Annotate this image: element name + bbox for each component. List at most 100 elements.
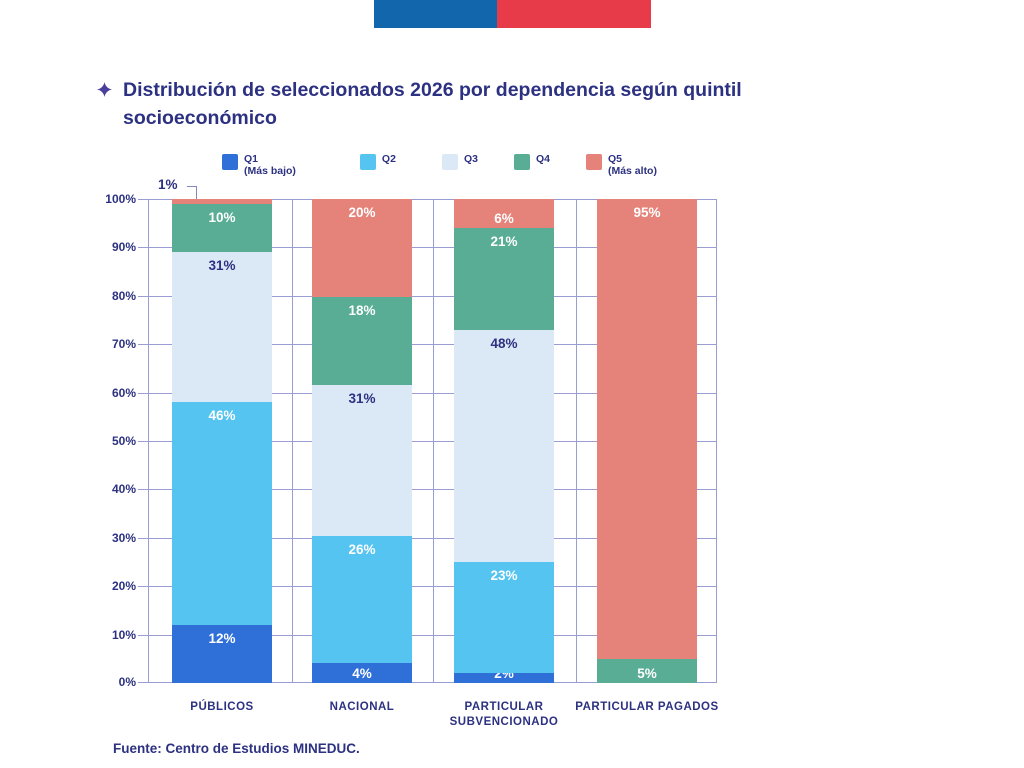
y-axis-tick bbox=[138, 393, 148, 394]
y-gridline bbox=[148, 296, 717, 297]
bar-segment: 2% bbox=[454, 666, 554, 683]
stacked-bar-1: 12% 46% 31% 10% bbox=[172, 199, 272, 683]
page-title: Distribución de seleccionados 2026 por d… bbox=[123, 79, 742, 129]
y-gridline bbox=[148, 538, 717, 539]
plot-area: 0% 10% 20% 30% 40% 50% 60% 70% 80% 90% 100% 12% 46% 3… bbox=[105, 192, 717, 689]
legend-swatch bbox=[359, 154, 376, 170]
annotation-connector-horizontal bbox=[187, 186, 197, 187]
segment-value-label: 95% bbox=[633, 205, 661, 221]
segment-value-label: 5% bbox=[637, 666, 657, 681]
stacked-bar-3: 2% 23% 48% 21% 6% bbox=[454, 199, 554, 683]
y-gridline bbox=[148, 489, 717, 490]
bar-segment: 18% bbox=[312, 296, 412, 385]
y-axis-label: 80% bbox=[111, 289, 136, 303]
segment-value-label: 4% bbox=[352, 666, 372, 681]
bar-segment: 95% bbox=[597, 199, 697, 659]
legend-item-q5: Q5 (Más alto) bbox=[585, 153, 657, 177]
legend-label: Q1 (Más bajo) bbox=[244, 153, 296, 177]
bar-segment: 48% bbox=[454, 329, 554, 562]
y-gridline bbox=[148, 441, 717, 442]
segment-value-label: 21% bbox=[490, 234, 518, 250]
y-axis-tick bbox=[138, 586, 148, 587]
y-axis-tick bbox=[138, 247, 148, 248]
y-gridline bbox=[148, 393, 717, 394]
y-axis-label: 70% bbox=[111, 337, 136, 351]
segment-value-label: 23% bbox=[490, 568, 518, 584]
segment-value-label: 48% bbox=[490, 335, 518, 351]
legend-swatch bbox=[441, 154, 458, 170]
y-axis-tick bbox=[138, 441, 148, 442]
bar-segment: 10% bbox=[172, 203, 272, 253]
x-axis-category-label: PARTICULAR PAGADOS bbox=[575, 701, 719, 713]
bar-segment: 5% bbox=[597, 658, 697, 683]
y-gridline bbox=[148, 247, 717, 248]
y-axis-label: 20% bbox=[111, 579, 136, 593]
y-axis-label: 30% bbox=[111, 531, 136, 545]
y-axis-label: 60% bbox=[111, 386, 136, 400]
x-axis-category-label: NACIONAL bbox=[329, 701, 395, 713]
source-note: Fuente: Centro de Estudios MINEDUC. bbox=[113, 741, 360, 756]
sparkle-star-icon bbox=[97, 82, 112, 97]
legend-item-q2: Q2 bbox=[359, 153, 396, 170]
x-gridline bbox=[433, 199, 434, 683]
legend-label: Q5 (Más alto) bbox=[607, 153, 657, 177]
legend-swatch bbox=[513, 154, 530, 170]
annotation-connector-vertical bbox=[196, 186, 197, 200]
bar-segment: 31% bbox=[172, 252, 272, 403]
bar-segment: 12% bbox=[172, 624, 272, 683]
y-axis-label: 50% bbox=[111, 434, 136, 448]
y-gridline bbox=[148, 682, 717, 683]
y-axis-tick bbox=[138, 538, 148, 539]
segment-value-label: 12% bbox=[208, 630, 236, 646]
bar-segment: 31% bbox=[312, 384, 412, 537]
y-axis-tick bbox=[138, 344, 148, 345]
y-axis-tick bbox=[138, 296, 148, 297]
segment-value-label: 10% bbox=[208, 209, 236, 225]
legend-swatch bbox=[585, 154, 602, 170]
segment-value-label: 26% bbox=[348, 542, 376, 558]
y-axis-tick bbox=[138, 635, 148, 636]
header-flag-blue bbox=[374, 0, 497, 28]
bar-segment: 20% bbox=[312, 199, 412, 297]
segment-value-label: 18% bbox=[348, 302, 376, 318]
y-axis-tick bbox=[138, 682, 148, 683]
segment-value-label: 46% bbox=[208, 408, 236, 424]
y-gridline bbox=[148, 635, 717, 636]
y-axis-label: 0% bbox=[118, 675, 136, 689]
legend-item-q3: Q3 bbox=[441, 153, 478, 170]
chart-title-row: Distribución de seleccionados 2026 por d… bbox=[97, 77, 745, 132]
x-axis-category-label: PARTICULAR SUBVENCIONADO bbox=[449, 701, 559, 728]
x-axis-category-label: PÚBLICOS bbox=[190, 701, 254, 713]
bar-segment: 26% bbox=[312, 536, 412, 664]
bar-segment bbox=[172, 199, 272, 204]
stacked-bar-2: 4% 26% 31% 18% 20% bbox=[312, 199, 412, 683]
segment-value-label: 20% bbox=[348, 205, 376, 221]
bar-segment: 6% bbox=[454, 199, 554, 229]
x-gridline bbox=[292, 199, 293, 683]
segment-value-label: 31% bbox=[348, 390, 376, 406]
bar-segment: 4% bbox=[312, 663, 412, 683]
y-axis-line bbox=[148, 199, 149, 683]
segment-value-label: 6% bbox=[494, 211, 514, 227]
header-flag-red bbox=[497, 0, 651, 28]
y-axis-label: 90% bbox=[111, 240, 136, 254]
legend-item-q1: Q1 (Más bajo) bbox=[222, 153, 296, 177]
x-gridline bbox=[716, 199, 717, 683]
legend-label: Q2 bbox=[381, 153, 396, 165]
chart-legend: Q1 (Más bajo) Q2 Q3 Q4 Q5 (Más alto) bbox=[222, 153, 657, 177]
bar-segment: 23% bbox=[454, 562, 554, 674]
bar-segment: 21% bbox=[454, 228, 554, 330]
y-axis-label: 40% bbox=[111, 482, 136, 496]
y-gridline bbox=[148, 199, 717, 200]
legend-label: Q4 bbox=[535, 153, 550, 165]
stacked-bar-4: 5% 95% bbox=[597, 199, 697, 683]
bar-segment: 46% bbox=[172, 402, 272, 625]
x-gridline bbox=[576, 199, 577, 683]
annotation-1pct-label: 1% bbox=[158, 177, 178, 192]
y-gridline bbox=[148, 586, 717, 587]
legend-swatch bbox=[222, 154, 238, 170]
y-gridline bbox=[148, 344, 717, 345]
legend-label: Q3 bbox=[463, 153, 478, 165]
y-axis-tick bbox=[138, 489, 148, 490]
y-axis-label: 100% bbox=[105, 192, 136, 206]
